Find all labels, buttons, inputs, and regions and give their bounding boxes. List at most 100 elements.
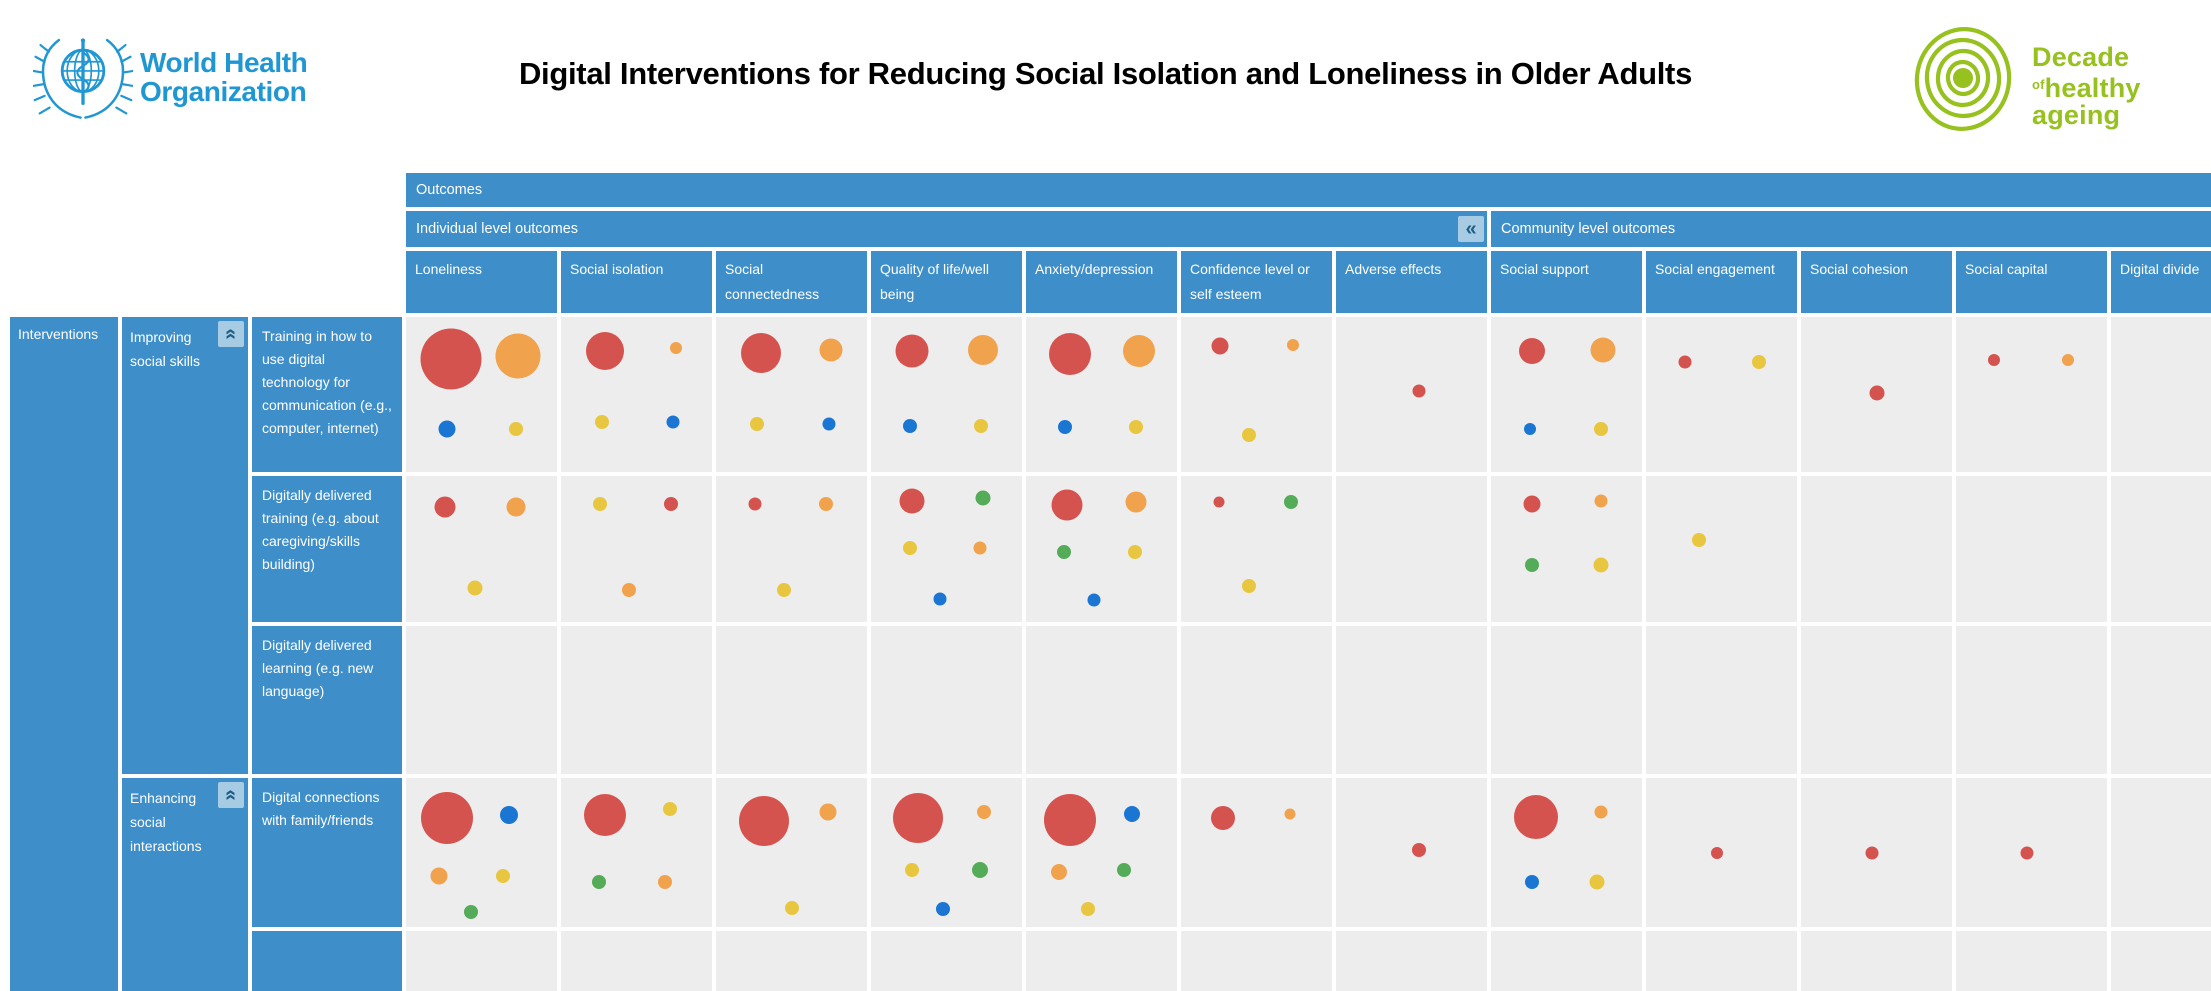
bubble-red[interactable]	[1412, 384, 1426, 398]
bubble-red[interactable]	[1523, 495, 1541, 513]
bubble-orange[interactable]	[977, 805, 992, 820]
bubble-red[interactable]	[748, 497, 762, 511]
bubble-red[interactable]	[1043, 793, 1096, 846]
bubble-yellow[interactable]	[1593, 557, 1609, 573]
bubble-orange[interactable]	[1590, 337, 1616, 363]
bubble-blue[interactable]	[1123, 805, 1140, 822]
bubble-red[interactable]	[1211, 806, 1236, 831]
bubble-yellow[interactable]	[662, 802, 677, 817]
bubble-yellow[interactable]	[467, 580, 483, 596]
bubble-yellow[interactable]	[1589, 874, 1605, 890]
bubble-blue[interactable]	[936, 902, 951, 917]
bubble-red[interactable]	[899, 488, 925, 514]
collapse-columns-button[interactable]: «	[1458, 216, 1484, 242]
bubble-orange[interactable]	[1123, 335, 1156, 368]
bubble-orange[interactable]	[621, 582, 636, 597]
bubble-red[interactable]	[1710, 846, 1723, 859]
bubble-red[interactable]	[1048, 333, 1091, 376]
bubble-orange[interactable]	[430, 867, 448, 885]
bubble-red[interactable]	[1865, 846, 1879, 859]
bubble-red[interactable]	[1211, 337, 1229, 355]
cell-social-connectedness-r3	[716, 626, 867, 774]
bubble-yellow[interactable]	[1594, 421, 1609, 436]
bubble-orange[interactable]	[819, 338, 843, 362]
column-header-social-cohesion: Social cohesion	[1801, 251, 1952, 313]
cell-social-cohesion-r3	[1801, 626, 1952, 774]
bubble-yellow[interactable]	[1752, 354, 1767, 369]
collapse-rows-button[interactable]: «	[218, 782, 244, 808]
bubble-blue[interactable]	[1524, 422, 1537, 435]
bubble-orange[interactable]	[495, 333, 541, 379]
bubble-yellow[interactable]	[1080, 902, 1095, 917]
bubble-orange[interactable]	[819, 803, 837, 821]
bubble-red[interactable]	[1412, 842, 1427, 857]
bubble-yellow[interactable]	[1241, 578, 1256, 593]
bubble-red[interactable]	[1518, 338, 1545, 365]
bubble-yellow[interactable]	[1691, 533, 1706, 548]
bubble-red[interactable]	[895, 334, 929, 368]
bubble-red[interactable]	[1869, 385, 1884, 401]
bubble-orange[interactable]	[1284, 808, 1296, 820]
bubble-blue[interactable]	[1058, 420, 1073, 435]
bubble-red[interactable]	[1987, 354, 2000, 367]
bubble-blue[interactable]	[1087, 593, 1101, 607]
bubble-yellow[interactable]	[749, 416, 764, 431]
bubble-red[interactable]	[664, 496, 679, 511]
bubble-yellow[interactable]	[1241, 427, 1256, 442]
bubble-orange[interactable]	[2061, 354, 2074, 367]
bubble-red[interactable]	[434, 496, 456, 518]
bubble-red[interactable]	[892, 793, 943, 844]
bubble-yellow[interactable]	[904, 863, 919, 878]
bubble-orange[interactable]	[658, 875, 673, 890]
bubble-blue[interactable]	[822, 417, 836, 431]
bubble-yellow[interactable]	[593, 496, 608, 511]
row-group-improving-social-skills: Improving social skills «	[122, 317, 248, 774]
bubble-yellow[interactable]	[974, 418, 989, 433]
bubble-orange[interactable]	[967, 334, 998, 365]
bubble-blue[interactable]	[903, 418, 918, 433]
bubble-red[interactable]	[741, 332, 782, 373]
bubble-green[interactable]	[1524, 558, 1539, 573]
bubble-blue[interactable]	[1524, 875, 1539, 890]
bubble-red[interactable]	[1213, 496, 1225, 508]
bubble-orange[interactable]	[973, 541, 987, 555]
bubble-orange[interactable]	[1125, 491, 1147, 513]
bubble-green[interactable]	[975, 490, 991, 506]
bubble-yellow[interactable]	[776, 582, 791, 597]
bubble-red[interactable]	[2020, 846, 2034, 859]
bubble-yellow[interactable]	[1129, 420, 1144, 435]
bubble-blue[interactable]	[933, 592, 947, 606]
bubble-green[interactable]	[1056, 544, 1071, 559]
collapse-rows-button[interactable]: «	[218, 321, 244, 347]
bubble-orange[interactable]	[1051, 863, 1068, 880]
bubble-yellow[interactable]	[784, 900, 799, 915]
bubble-yellow[interactable]	[1127, 544, 1142, 559]
bubble-orange[interactable]	[819, 496, 834, 511]
bubble-orange[interactable]	[506, 497, 526, 517]
bubble-green[interactable]	[1117, 863, 1132, 878]
bubble-green[interactable]	[971, 862, 988, 879]
cell-social-engagement-r5	[1646, 931, 1797, 991]
bubble-red[interactable]	[585, 332, 624, 371]
bubble-yellow[interactable]	[509, 421, 524, 436]
bubble-orange[interactable]	[669, 342, 682, 354]
bubble-red[interactable]	[420, 328, 482, 390]
bubble-orange[interactable]	[1594, 494, 1608, 508]
bubble-red[interactable]	[1514, 794, 1559, 839]
bubble-blue[interactable]	[666, 415, 680, 429]
bubble-green[interactable]	[1284, 495, 1299, 510]
bubble-orange[interactable]	[1594, 805, 1608, 819]
bubble-yellow[interactable]	[594, 415, 609, 430]
bubble-red[interactable]	[1678, 355, 1692, 369]
bubble-blue[interactable]	[499, 806, 518, 825]
bubble-orange[interactable]	[1286, 338, 1299, 351]
bubble-blue[interactable]	[438, 420, 456, 438]
bubble-red[interactable]	[420, 792, 473, 845]
bubble-green[interactable]	[463, 905, 478, 920]
bubble-green[interactable]	[591, 875, 606, 890]
bubble-yellow[interactable]	[495, 869, 510, 884]
bubble-yellow[interactable]	[903, 540, 918, 555]
bubble-red[interactable]	[1051, 489, 1083, 521]
bubble-red[interactable]	[583, 794, 626, 837]
bubble-red[interactable]	[739, 796, 790, 847]
